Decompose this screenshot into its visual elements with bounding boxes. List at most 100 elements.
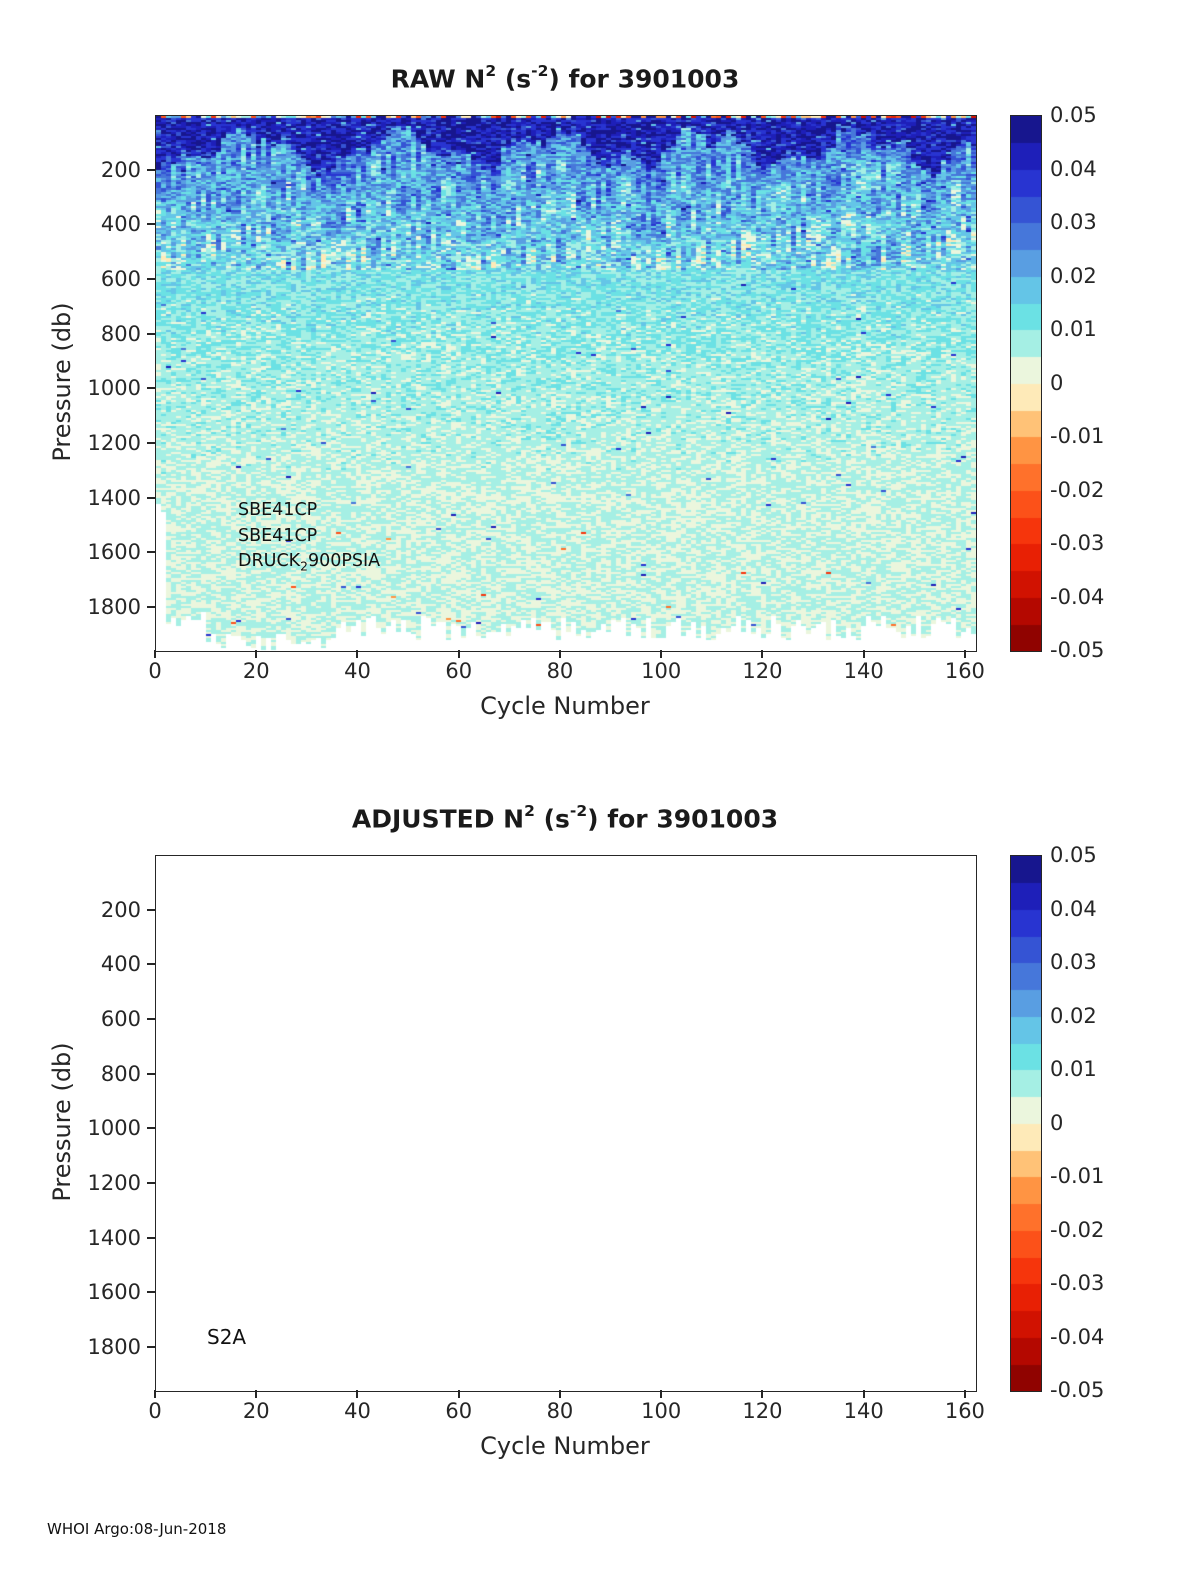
x-tick-label: 80 xyxy=(546,1399,574,1423)
raw-plot-area xyxy=(155,115,977,652)
y-tick-label: 1400 xyxy=(87,485,141,510)
y-tick-mark xyxy=(147,441,155,444)
raw-colorbar xyxy=(1010,115,1042,652)
raw-heatmap-canvas xyxy=(156,116,976,651)
colorbar-tick-label: 0.04 xyxy=(1050,156,1097,181)
raw-colorbar-canvas xyxy=(1011,116,1041,651)
plot-annotation: S2A xyxy=(207,1325,247,1349)
colorbar-tick-label: -0.02 xyxy=(1050,477,1105,502)
x-tick-mark xyxy=(457,650,460,658)
plot-annotation: SBE41CP xyxy=(238,500,318,520)
y-tick-label: 600 xyxy=(100,266,141,291)
x-tick-label: 140 xyxy=(843,659,884,683)
x-tick-mark xyxy=(558,650,561,658)
x-tick-mark xyxy=(660,1390,663,1398)
y-tick-label: 800 xyxy=(100,1061,141,1086)
adjusted-chart-title: ADJUSTED N2 (s-2) for 3901003 xyxy=(351,802,779,834)
colorbar-tick-label: -0.02 xyxy=(1050,1217,1105,1242)
x-tick-label: 80 xyxy=(546,659,574,683)
y-tick-mark xyxy=(147,332,155,335)
y-tick-mark xyxy=(147,605,155,608)
x-tick-mark xyxy=(862,1390,865,1398)
colorbar-tick-label: -0.03 xyxy=(1050,1271,1105,1295)
x-tick-mark xyxy=(862,650,865,658)
y-tick-mark xyxy=(147,1072,155,1075)
x-tick-label: 20 xyxy=(242,1399,270,1423)
y-tick-label: 1000 xyxy=(87,376,141,401)
adjusted-plot-area xyxy=(155,855,977,1392)
y-tick-mark xyxy=(147,168,155,171)
colorbar-tick-label: 0.04 xyxy=(1050,896,1097,921)
y-tick-label: 200 xyxy=(100,157,141,182)
y-tick-label: 1200 xyxy=(87,430,141,455)
plot-annotation: DRUCK2900PSIA xyxy=(238,551,381,574)
y-tick-label: 1000 xyxy=(87,1116,141,1141)
colorbar-tick-label: -0.05 xyxy=(1050,638,1105,662)
y-tick-label: 200 xyxy=(100,897,141,922)
colorbar-tick-label: -0.03 xyxy=(1050,531,1105,555)
colorbar-tick-label: 0.01 xyxy=(1050,317,1097,341)
y-tick-mark xyxy=(147,277,155,280)
x-tick-mark xyxy=(660,650,663,658)
x-tick-mark xyxy=(255,1390,258,1398)
y-tick-label: 400 xyxy=(100,212,141,237)
colorbar-tick-label: 0.01 xyxy=(1050,1057,1097,1081)
x-tick-mark xyxy=(154,650,156,658)
colorbar-tick-label: 0.03 xyxy=(1050,950,1097,974)
colorbar-tick-label: 0.03 xyxy=(1050,210,1097,234)
x-tick-label: 100 xyxy=(641,1399,682,1423)
colorbar-tick-label: -0.05 xyxy=(1050,1378,1105,1402)
adjusted-x-axis-label: Cycle Number xyxy=(480,1432,650,1460)
x-tick-label: 20 xyxy=(242,659,270,683)
y-tick-label: 400 xyxy=(100,952,141,977)
y-tick-mark xyxy=(147,963,155,966)
x-tick-label: 120 xyxy=(742,659,783,683)
x-tick-mark xyxy=(963,650,966,658)
adjusted-colorbar xyxy=(1010,855,1042,1392)
colorbar-tick-label: 0.02 xyxy=(1050,263,1097,288)
y-tick-label: 1600 xyxy=(87,540,141,565)
x-tick-label: 100 xyxy=(641,659,682,683)
x-tick-label: 60 xyxy=(445,659,473,683)
colorbar-tick-label: 0.05 xyxy=(1050,843,1097,867)
x-tick-label: 40 xyxy=(344,659,371,683)
y-tick-label: 1400 xyxy=(87,1225,141,1250)
x-tick-label: 120 xyxy=(742,1399,783,1423)
colorbar-tick-label: -0.01 xyxy=(1050,424,1105,448)
x-tick-label: 140 xyxy=(843,1399,884,1423)
y-tick-mark xyxy=(147,387,155,390)
x-tick-label: 0 xyxy=(148,659,162,683)
raw-x-axis-label: Cycle Number xyxy=(480,692,650,720)
x-tick-mark xyxy=(356,650,359,658)
x-tick-mark xyxy=(761,650,764,658)
y-tick-label: 1200 xyxy=(87,1170,141,1195)
x-tick-label: 60 xyxy=(445,1399,473,1423)
x-tick-mark xyxy=(963,1390,966,1398)
x-tick-mark xyxy=(761,1390,764,1398)
x-tick-label: 40 xyxy=(344,1399,371,1423)
x-tick-label: 160 xyxy=(944,659,985,683)
x-tick-mark xyxy=(356,1390,359,1398)
colorbar-tick-label: -0.04 xyxy=(1050,1324,1105,1349)
colorbar-tick-label: 0 xyxy=(1050,370,1064,395)
x-tick-label: 0 xyxy=(148,1399,162,1423)
y-tick-label: 1800 xyxy=(87,1334,141,1359)
y-tick-mark xyxy=(147,223,155,226)
colorbar-tick-label: -0.01 xyxy=(1050,1164,1105,1188)
y-tick-label: 600 xyxy=(100,1006,141,1031)
y-tick-mark xyxy=(147,1017,155,1020)
colorbar-tick-label: 0.02 xyxy=(1050,1003,1097,1028)
x-tick-mark xyxy=(154,1390,156,1398)
y-tick-mark xyxy=(147,1345,155,1348)
y-tick-mark xyxy=(147,908,155,911)
y-tick-mark xyxy=(147,1181,155,1184)
y-tick-label: 800 xyxy=(100,321,141,346)
x-tick-mark xyxy=(558,1390,561,1398)
y-tick-mark xyxy=(147,1127,155,1130)
y-tick-label: 1600 xyxy=(87,1280,141,1305)
y-tick-label: 1800 xyxy=(87,594,141,619)
colorbar-tick-label: 0 xyxy=(1050,1110,1064,1135)
raw-chart-title: RAW N2 (s-2) for 3901003 xyxy=(390,62,740,94)
x-tick-mark xyxy=(457,1390,460,1398)
